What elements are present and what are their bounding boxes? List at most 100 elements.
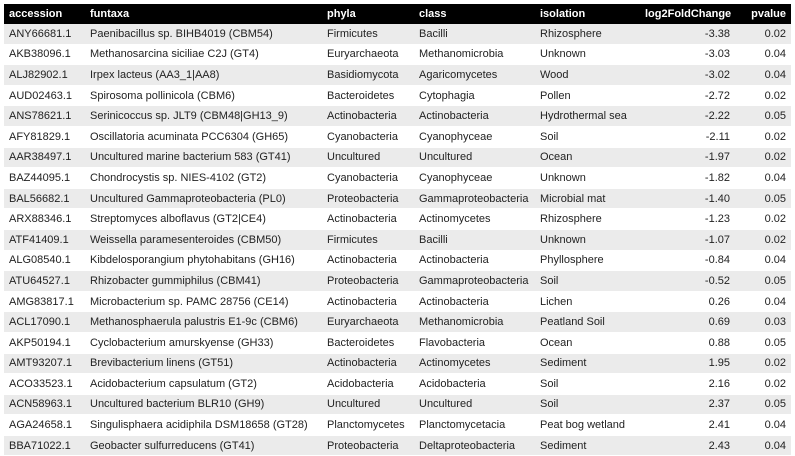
table-cell: Actinobacteria — [414, 105, 535, 127]
table-row: AAR38497.1 Uncultured marine bacterium 58… — [4, 147, 791, 169]
table-cell: 0.05 — [735, 270, 791, 292]
table-row: BAL56682.1 Uncultured Gammaproteobacteria… — [4, 188, 791, 210]
table-cell: Hydrothermal sea — [535, 105, 640, 127]
table-cell: Sediment — [535, 435, 640, 456]
table-cell: Agaricomycetes — [414, 64, 535, 86]
table-cell: Bacilli — [414, 24, 535, 45]
column-header: phyla — [322, 4, 414, 24]
table-cell: Bacteroidetes — [322, 85, 414, 107]
table-cell: Lichen — [535, 291, 640, 313]
table-cell: -1.40 — [640, 188, 735, 210]
table-cell: AKB38096.1 — [4, 44, 85, 66]
table-cell: ALG08540.1 — [4, 250, 85, 272]
table-cell: ACO33523.1 — [4, 373, 85, 395]
table-cell: ANS78621.1 — [4, 105, 85, 127]
table-cell: -0.52 — [640, 270, 735, 292]
table-cell: -3.38 — [640, 24, 735, 45]
table-cell: ANY66681.1 — [4, 24, 85, 45]
table-cell: Uncultured — [322, 394, 414, 416]
table-cell: 0.02 — [735, 147, 791, 169]
table-cell: Ocean — [535, 332, 640, 354]
table-cell: 0.26 — [640, 291, 735, 313]
table-row: BBA71022.1 Geobacter sulfurreducens (GT41… — [4, 435, 791, 456]
table-cell: 2.41 — [640, 414, 735, 436]
table-cell: 0.04 — [735, 250, 791, 272]
table-cell: Serinicoccus sp. JLT9 (CBM48|GH13_9) — [85, 105, 322, 127]
table-cell: Actinobacteria — [414, 250, 535, 272]
table-cell: ATF41409.1 — [4, 229, 85, 251]
table-cell: 0.69 — [640, 311, 735, 333]
table-cell: Uncultured — [414, 394, 535, 416]
table-cell: Irpex lacteus (AA3_1|AA8) — [85, 64, 322, 86]
table-cell: Uncultured — [322, 147, 414, 169]
table-cell: 0.02 — [735, 353, 791, 375]
table-cell: -2.11 — [640, 126, 735, 148]
table-row: ACN58963.1 Uncultured bacterium BLR10 (GH… — [4, 394, 791, 416]
table-cell: AUD02463.1 — [4, 85, 85, 107]
table-row: AKP50194.1 Cyclobacterium amurskyense (GH… — [4, 332, 791, 354]
table-cell: AKP50194.1 — [4, 332, 85, 354]
table-row: AUD02463.1 Spirosoma pollinicola (CBM6) Ba… — [4, 85, 791, 107]
table-row: AGA24658.1 Singulisphaera acidiphila DSM1… — [4, 414, 791, 436]
table-cell: Kibdelosporangium phytohabitans (GH16) — [85, 250, 322, 272]
table-cell: Unknown — [535, 229, 640, 251]
table-cell: 0.04 — [735, 414, 791, 436]
table-cell: AAR38497.1 — [4, 147, 85, 169]
table-cell: Peat bog wetland — [535, 414, 640, 436]
table-cell: Singulisphaera acidiphila DSM18658 (GT28… — [85, 414, 322, 436]
table-cell: 0.04 — [735, 435, 791, 456]
table-cell: ACN58963.1 — [4, 394, 85, 416]
table-row: ARX88346.1 Streptomyces alboflavus (GT2|C… — [4, 208, 791, 230]
table-cell: 0.88 — [640, 332, 735, 354]
table-cell: Acidobacteria — [322, 373, 414, 395]
table-cell: Proteobacteria — [322, 270, 414, 292]
table-cell: ALJ82902.1 — [4, 64, 85, 86]
table-cell: Actinobacteria — [322, 250, 414, 272]
table-cell: ATU64527.1 — [4, 270, 85, 292]
table-row: AMT93207.1 Brevibacterium linens (GT51) Ac… — [4, 353, 791, 375]
table-row: ANY66681.1 Paenibacillus sp. BIHB4019 (CB… — [4, 24, 791, 45]
table-row: AKB38096.1 Methanosarcina siciliae C2J (G… — [4, 44, 791, 66]
table-cell: Bacteroidetes — [322, 332, 414, 354]
table-cell: Soil — [535, 373, 640, 395]
table-cell: BAL56682.1 — [4, 188, 85, 210]
table-cell: Planctomycetes — [322, 414, 414, 436]
table-cell: 0.04 — [735, 291, 791, 313]
table-cell: 0.02 — [735, 373, 791, 395]
table-cell: AMG83817.1 — [4, 291, 85, 313]
table-cell: Cyanophyceae — [414, 167, 535, 189]
table-cell: 0.02 — [735, 126, 791, 148]
table-cell: 2.16 — [640, 373, 735, 395]
column-header: isolation — [535, 4, 640, 24]
table-cell: Streptomyces alboflavus (GT2|CE4) — [85, 208, 322, 230]
table-cell: Cyclobacterium amurskyense (GH33) — [85, 332, 322, 354]
table-cell: AFY81829.1 — [4, 126, 85, 148]
header-row: accession funtaxa phyla class isolation log2F… — [4, 4, 791, 24]
table-cell: Cyanobacteria — [322, 167, 414, 189]
table-row: ALJ82902.1 Irpex lacteus (AA3_1|AA8) Basid… — [4, 64, 791, 86]
table-cell: Geobacter sulfurreducens (GT41) — [85, 435, 322, 456]
column-header: class — [414, 4, 535, 24]
table-cell: Deltaproteobacteria — [414, 435, 535, 456]
table-row: AFY81829.1 Oscillatoria acuminata PCC6304… — [4, 126, 791, 148]
table-cell: Planctomycetacia — [414, 414, 535, 436]
table-cell: Oscillatoria acuminata PCC6304 (GH65) — [85, 126, 322, 148]
table-cell: Phyllosphere — [535, 250, 640, 272]
table-row: ANS78621.1 Serinicoccus sp. JLT9 (CBM48|G… — [4, 105, 791, 127]
table-cell: 0.04 — [735, 44, 791, 66]
data-table: accession funtaxa phyla class isolation log2F… — [4, 4, 791, 456]
table-cell: Actinobacteria — [322, 105, 414, 127]
table-cell: ARX88346.1 — [4, 208, 85, 230]
table-cell: 0.05 — [735, 105, 791, 127]
table-cell: -1.23 — [640, 208, 735, 230]
table-cell: Sediment — [535, 353, 640, 375]
table-cell: -1.07 — [640, 229, 735, 251]
table-row: ALG08540.1 Kibdelosporangium phytohabitan… — [4, 250, 791, 272]
table-cell: Actinobacteria — [414, 291, 535, 313]
table-cell: -1.97 — [640, 147, 735, 169]
table-cell: 2.43 — [640, 435, 735, 456]
table-cell: BBA71022.1 — [4, 435, 85, 456]
table-cell: Pollen — [535, 85, 640, 107]
table-cell: BAZ44095.1 — [4, 167, 85, 189]
